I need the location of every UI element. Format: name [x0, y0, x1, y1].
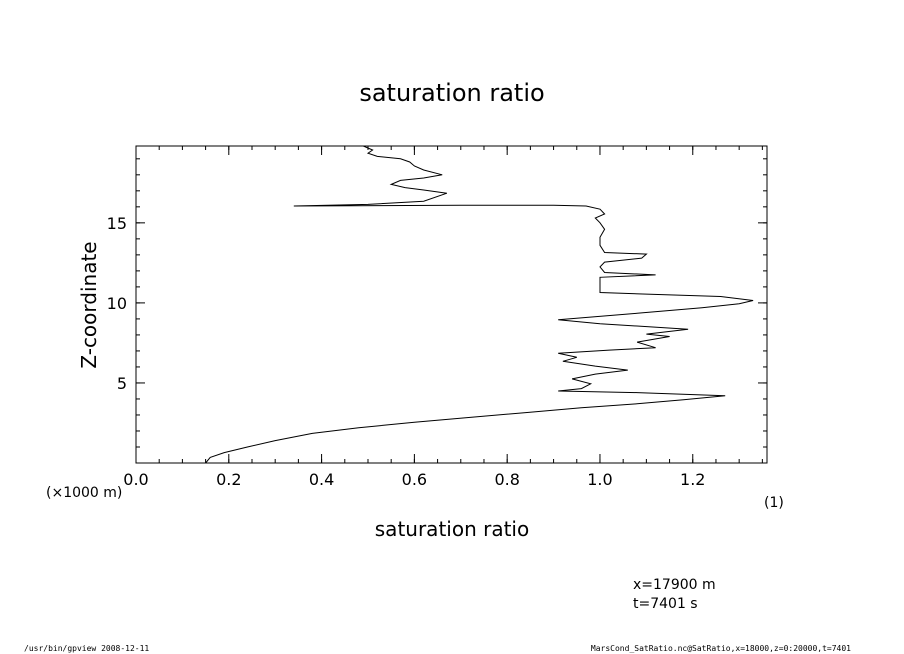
y-unit-label: (×1000 m) — [46, 485, 122, 501]
x-tick-label: 1.0 — [587, 470, 612, 489]
x-tick-label: 0.8 — [494, 470, 519, 489]
series-line — [205, 145, 754, 464]
y-axis-label: Z-coordinate — [77, 241, 101, 368]
x-unit-label: (1) — [764, 495, 784, 511]
y-tick-label: 5 — [117, 374, 127, 393]
chart-title: saturation ratio — [359, 79, 544, 107]
x-tick-label: 0.2 — [216, 470, 241, 489]
x-coordinate-info: x=17900 m — [633, 577, 716, 593]
x-tick-label: 0.4 — [309, 470, 334, 489]
plot-frame — [135, 145, 768, 464]
x-tick-label: 0.6 — [402, 470, 427, 489]
footer-left: /usr/bin/gpview 2008-12-11 — [24, 644, 149, 653]
y-minor-ticks — [136, 158, 767, 448]
x-tick-label: 0.0 — [123, 470, 148, 489]
x-major-ticks — [135, 146, 694, 463]
x-tick-labels: 0.0 0.2 0.4 0.6 0.8 1.0 1.2 — [123, 470, 705, 489]
x-tick-label: 1.2 — [680, 470, 705, 489]
y-tick-label: 10 — [107, 294, 127, 313]
x-minor-ticks — [158, 146, 763, 463]
time-info: t=7401 s — [633, 596, 698, 612]
footer-right: MarsCond_SatRatio.nc@SatRatio,x=18000,z=… — [591, 644, 851, 653]
y-tick-labels: 5 10 15 — [107, 214, 127, 393]
y-tick-label: 15 — [107, 214, 127, 233]
x-axis-label: saturation ratio — [375, 517, 529, 541]
y-major-ticks — [136, 222, 767, 384]
